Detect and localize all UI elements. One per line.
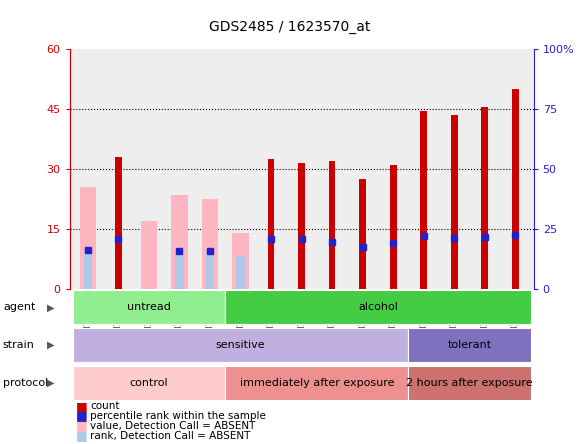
Bar — [140, 221, 157, 289]
Bar — [232, 233, 249, 289]
Bar — [451, 115, 458, 289]
Bar — [115, 157, 122, 289]
Bar — [206, 251, 214, 289]
Bar — [329, 161, 335, 289]
Bar — [79, 187, 96, 289]
Text: agent: agent — [3, 302, 35, 313]
Bar — [512, 89, 519, 289]
Bar — [72, 328, 408, 362]
Bar — [202, 199, 219, 289]
Text: rank, Detection Call = ABSENT: rank, Detection Call = ABSENT — [90, 431, 251, 440]
Text: strain: strain — [3, 340, 35, 350]
Text: ■: ■ — [75, 400, 87, 413]
Text: tolerant: tolerant — [447, 340, 492, 350]
Bar — [408, 366, 531, 400]
Text: immediately after exposure: immediately after exposure — [240, 378, 394, 388]
Text: ■: ■ — [75, 409, 87, 423]
Text: ▶: ▶ — [48, 340, 55, 350]
Bar — [72, 290, 225, 325]
Bar — [390, 165, 397, 289]
Text: ▶: ▶ — [48, 302, 55, 313]
Bar — [84, 250, 92, 289]
Text: value, Detection Call = ABSENT: value, Detection Call = ABSENT — [90, 421, 255, 431]
Text: sensitive: sensitive — [216, 340, 266, 350]
Text: count: count — [90, 401, 119, 411]
Text: percentile rank within the sample: percentile rank within the sample — [90, 411, 266, 421]
Bar — [298, 163, 305, 289]
Text: untread: untread — [127, 302, 171, 313]
Bar — [481, 107, 488, 289]
Text: ■: ■ — [75, 419, 87, 432]
Bar — [225, 366, 408, 400]
Bar — [175, 253, 184, 289]
Text: alcohol: alcohol — [358, 302, 398, 313]
Bar — [420, 111, 427, 289]
Bar — [72, 366, 225, 400]
Bar — [408, 328, 531, 362]
Bar — [171, 195, 188, 289]
Text: ■: ■ — [75, 429, 87, 442]
Text: 2 hours after exposure: 2 hours after exposure — [406, 378, 533, 388]
Text: protocol: protocol — [3, 378, 48, 388]
Text: ▶: ▶ — [48, 378, 55, 388]
Text: control: control — [130, 378, 168, 388]
Text: GDS2485 / 1623570_at: GDS2485 / 1623570_at — [209, 20, 371, 34]
Bar — [225, 290, 531, 325]
Bar — [236, 256, 245, 289]
Bar — [268, 159, 274, 289]
Bar — [359, 179, 366, 289]
